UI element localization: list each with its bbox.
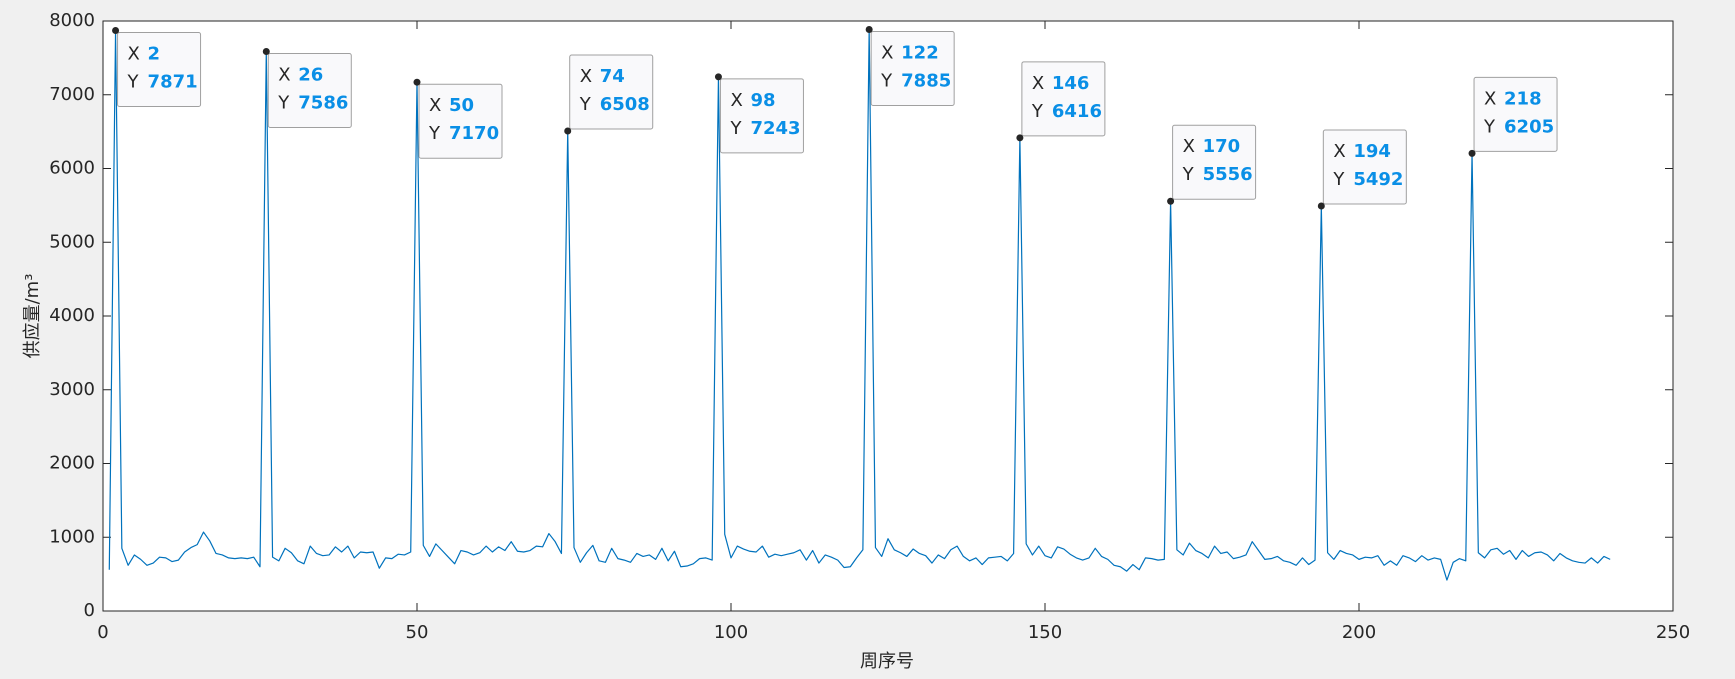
datatip: X 122 Y 7885 [865, 25, 955, 106]
datatip: X 2Y 7871 [112, 27, 202, 108]
y-tick-label: 2000 [49, 453, 95, 474]
datatip-value: 6205 [1504, 116, 1554, 137]
datatip: X 146 Y 6416 [1016, 61, 1106, 142]
datatip-value: 6508 [600, 94, 650, 115]
x-tick-label: 0 [97, 622, 108, 643]
datatip-label: X [429, 95, 441, 116]
datatip-label: X [1183, 136, 1195, 157]
datatip: X 50 Y 7170 [413, 78, 503, 159]
x-tick-label: 100 [714, 622, 748, 643]
datatip-marker [112, 27, 120, 35]
datatip-marker [262, 48, 270, 56]
datatip-label: Y [880, 70, 893, 91]
datatip-label: Y [579, 94, 592, 115]
datatip-value: 7871 [148, 72, 198, 93]
datatip-value: 6416 [1052, 101, 1102, 122]
datatip-value: 194 [1353, 141, 1391, 162]
datatip-value: 7170 [449, 123, 499, 144]
datatip-label: Y [1031, 101, 1044, 122]
datatip-marker [1468, 149, 1476, 157]
y-tick-label: 3000 [49, 379, 95, 400]
datatip-label: X [580, 66, 592, 87]
datatip-box [1473, 76, 1558, 152]
y-tick-label: 0 [84, 600, 95, 621]
datatip-label: X [128, 44, 140, 65]
datatip-box [1322, 129, 1407, 205]
y-tick-label: 7000 [49, 84, 95, 105]
datatip-label: X [1333, 141, 1345, 162]
datatip-value: 2 [148, 44, 161, 65]
datatip-label: Y [127, 72, 140, 93]
plot-area [102, 20, 1674, 612]
datatip: X 26 Y 7586 [262, 48, 352, 129]
x-tick-label: 150 [1028, 622, 1062, 643]
datatip: X 74 Y 6508 [564, 54, 654, 135]
datatip-marker [714, 73, 722, 81]
datatip-label: Y [1182, 164, 1195, 185]
y-tick-label: 8000 [49, 10, 95, 31]
datatip-label: Y [1483, 116, 1496, 137]
datatip-marker [413, 78, 421, 86]
datatip-value: 7885 [901, 70, 951, 91]
y-tick-label: 4000 [49, 305, 95, 326]
datatip-marker [1016, 134, 1024, 142]
datatip-label: X [278, 65, 290, 86]
datatip-value: 7586 [298, 93, 348, 114]
datatip-label: X [1032, 73, 1044, 94]
datatip-value: 98 [750, 90, 775, 111]
datatip-label: X [1484, 88, 1496, 109]
datatip-value: 218 [1504, 88, 1542, 109]
datatip-value: 5492 [1353, 169, 1403, 190]
datatip-label: X [881, 42, 893, 63]
datatip-label: Y [729, 118, 742, 139]
datatip-marker [1317, 202, 1325, 210]
datatip-value: 122 [901, 42, 939, 63]
x-tick-label: 250 [1656, 622, 1690, 643]
x-tick-label: 50 [406, 622, 429, 643]
datatip-label: Y [277, 93, 290, 114]
datatip-box [870, 30, 955, 106]
datatip-value: 7243 [750, 118, 800, 139]
datatip-box [117, 32, 202, 108]
datatip-value: 74 [600, 66, 625, 87]
x-tick-label: 200 [1342, 622, 1376, 643]
datatip-marker [1167, 197, 1175, 205]
x-axis-label: 周序号 [860, 651, 914, 672]
datatip: X 218 Y 6205 [1468, 76, 1558, 157]
datatip-box [1172, 124, 1257, 200]
datatip-value: 50 [449, 95, 474, 116]
datatip-value: 5556 [1203, 164, 1253, 185]
datatip-box [418, 83, 503, 159]
y-axis-label: 供应量/m³ [22, 274, 43, 359]
datatip-value: 26 [298, 65, 323, 86]
datatip-value: 170 [1203, 136, 1241, 157]
datatip-marker [865, 25, 873, 33]
datatip-value: 146 [1052, 73, 1090, 94]
datatip-box [1021, 61, 1106, 137]
datatip-box [267, 53, 352, 129]
datatip-marker [564, 127, 572, 135]
datatip-label: Y [428, 123, 441, 144]
datatip-label: X [730, 90, 742, 111]
datatip-label: Y [1332, 169, 1345, 190]
datatip: X 170 Y 5556 [1167, 124, 1257, 205]
y-tick-label: 6000 [49, 158, 95, 179]
y-tick-label: 5000 [49, 231, 95, 252]
datatip-box [719, 78, 804, 154]
datatip: X 98 Y 7243 [714, 73, 804, 154]
y-tick-label: 1000 [49, 526, 95, 547]
data-line [108, 28, 1611, 581]
datatip-box [569, 54, 654, 130]
datatip: X 194 Y 5492 [1317, 129, 1407, 210]
